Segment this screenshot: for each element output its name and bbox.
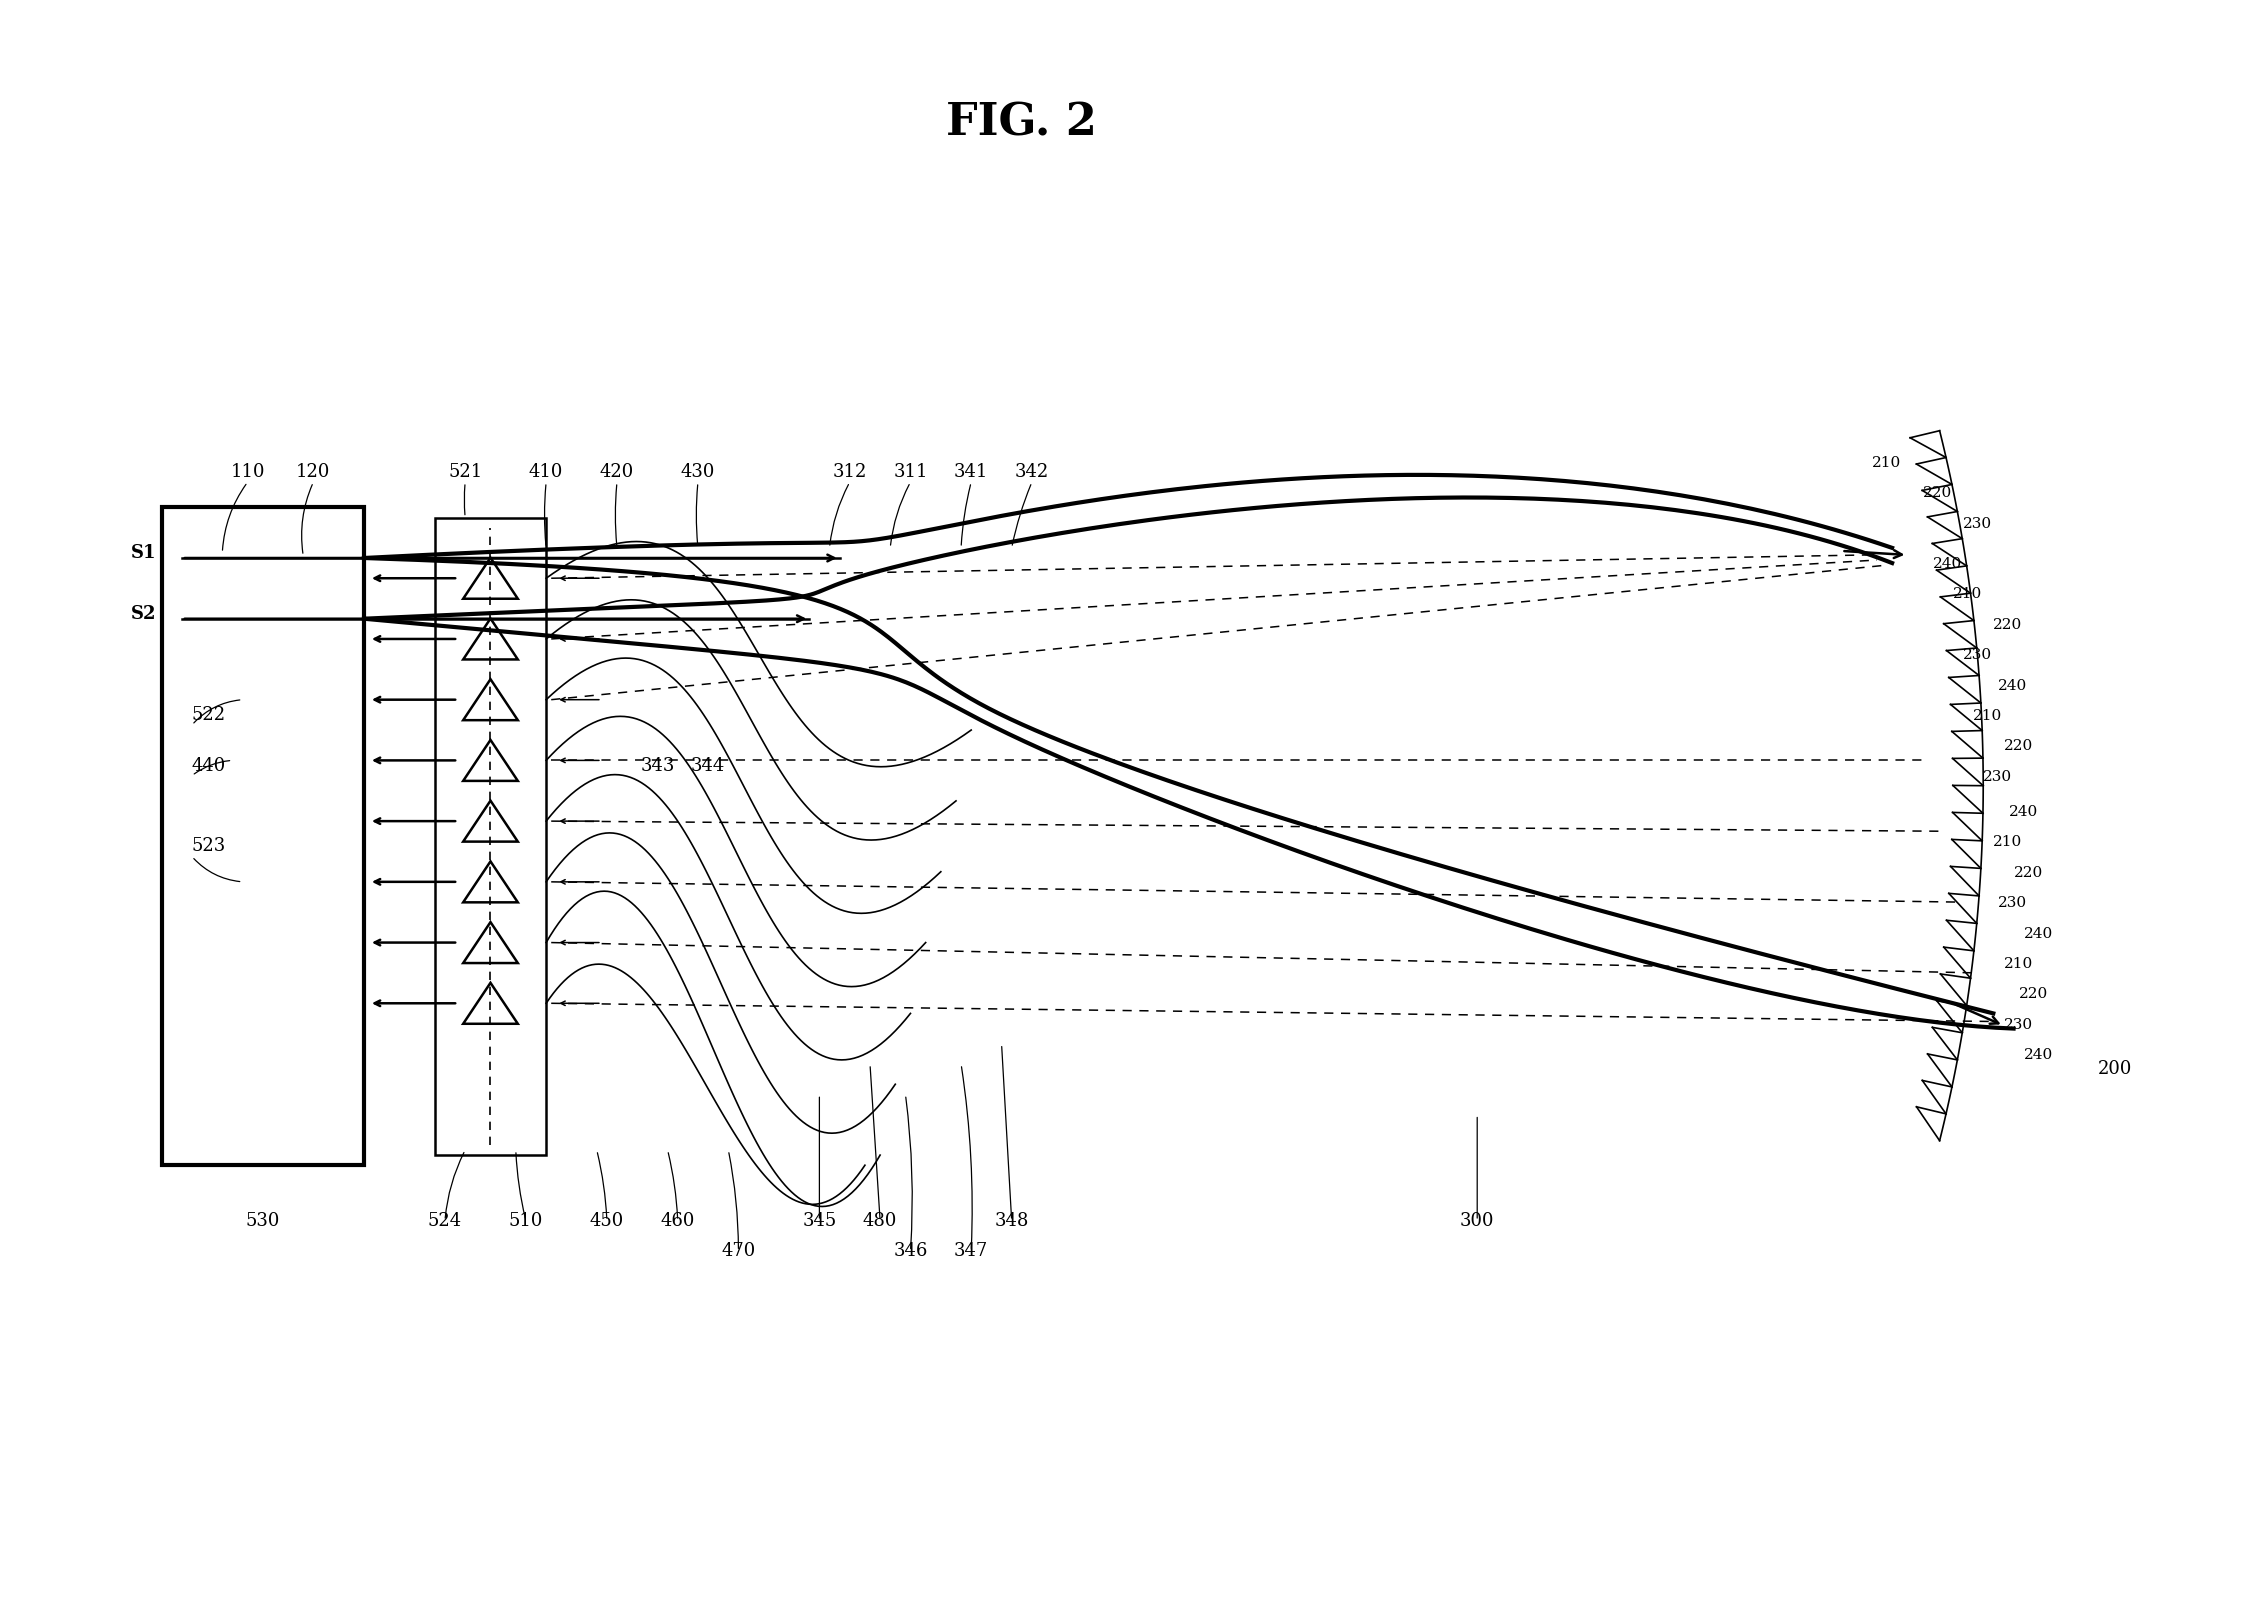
Text: 530: 530 xyxy=(245,1212,281,1229)
Text: 343: 343 xyxy=(640,756,674,775)
Text: 348: 348 xyxy=(995,1212,1029,1229)
Text: 220: 220 xyxy=(2019,988,2048,1001)
Text: 300: 300 xyxy=(1460,1212,1494,1229)
Text: 347: 347 xyxy=(955,1242,988,1260)
Text: 311: 311 xyxy=(894,462,928,482)
Text: 312: 312 xyxy=(833,462,867,482)
FancyArrowPatch shape xyxy=(301,485,312,553)
Text: 524: 524 xyxy=(429,1212,463,1229)
FancyArrowPatch shape xyxy=(669,1153,678,1218)
FancyArrowPatch shape xyxy=(222,485,247,550)
FancyArrowPatch shape xyxy=(730,1153,739,1249)
FancyArrowPatch shape xyxy=(193,761,229,774)
FancyArrowPatch shape xyxy=(193,858,240,882)
FancyArrowPatch shape xyxy=(597,1153,606,1218)
Text: 522: 522 xyxy=(191,706,227,723)
Text: 460: 460 xyxy=(660,1212,694,1229)
Text: 110: 110 xyxy=(231,462,265,482)
Text: 450: 450 xyxy=(591,1212,624,1229)
FancyArrowPatch shape xyxy=(889,485,910,545)
Text: 230: 230 xyxy=(2003,1017,2033,1032)
Text: 230: 230 xyxy=(1963,649,1992,662)
Text: S1: S1 xyxy=(130,543,157,561)
Text: 220: 220 xyxy=(1994,618,2024,633)
FancyArrowPatch shape xyxy=(961,1067,973,1249)
FancyArrowPatch shape xyxy=(829,485,849,545)
Text: 230: 230 xyxy=(1999,895,2028,910)
Text: 220: 220 xyxy=(1923,487,1952,500)
Bar xyxy=(436,517,546,1155)
Text: 220: 220 xyxy=(2003,740,2033,753)
Text: 230: 230 xyxy=(1963,517,1992,530)
Text: 240: 240 xyxy=(1932,556,1961,571)
FancyArrowPatch shape xyxy=(445,1153,465,1218)
Text: 210: 210 xyxy=(1972,709,2003,723)
Text: 240: 240 xyxy=(2024,926,2053,941)
FancyArrowPatch shape xyxy=(869,1067,880,1218)
FancyArrowPatch shape xyxy=(905,1096,912,1249)
Text: 345: 345 xyxy=(802,1212,836,1229)
FancyArrowPatch shape xyxy=(1013,485,1031,545)
Text: 210: 210 xyxy=(1952,587,1983,602)
Text: 430: 430 xyxy=(681,462,714,482)
Text: 342: 342 xyxy=(1015,462,1049,482)
Text: 220: 220 xyxy=(2015,866,2044,879)
FancyArrowPatch shape xyxy=(1002,1046,1011,1218)
Text: S2: S2 xyxy=(130,605,157,623)
Text: 210: 210 xyxy=(1994,835,2024,850)
Text: 344: 344 xyxy=(692,756,725,775)
Text: 200: 200 xyxy=(2098,1061,2131,1079)
Bar xyxy=(162,508,364,1165)
Text: 240: 240 xyxy=(2024,1048,2053,1062)
Text: 120: 120 xyxy=(296,462,330,482)
Text: 440: 440 xyxy=(191,756,227,775)
Text: 420: 420 xyxy=(600,462,633,482)
Text: 210: 210 xyxy=(2003,957,2033,972)
Text: 210: 210 xyxy=(1871,456,1900,470)
FancyArrowPatch shape xyxy=(193,701,240,723)
Text: FIG. 2: FIG. 2 xyxy=(946,101,1098,144)
Text: 346: 346 xyxy=(894,1242,928,1260)
FancyArrowPatch shape xyxy=(517,1153,526,1218)
FancyArrowPatch shape xyxy=(961,485,970,545)
Text: 480: 480 xyxy=(862,1212,898,1229)
Text: 510: 510 xyxy=(510,1212,544,1229)
Text: 523: 523 xyxy=(191,837,227,855)
Text: 410: 410 xyxy=(530,462,564,482)
Text: 240: 240 xyxy=(2008,805,2037,819)
Text: 341: 341 xyxy=(955,462,988,482)
Text: 230: 230 xyxy=(1983,770,2012,783)
Text: 470: 470 xyxy=(721,1242,755,1260)
Text: 240: 240 xyxy=(1999,678,2028,693)
Text: 521: 521 xyxy=(447,462,483,482)
